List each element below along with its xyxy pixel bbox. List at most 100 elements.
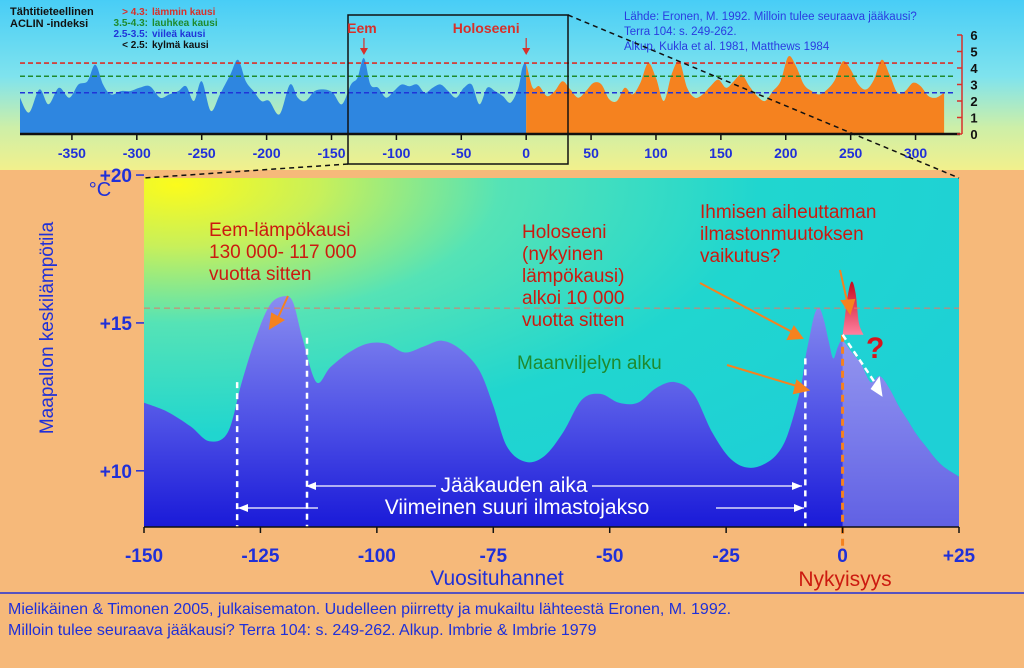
y-tick-label: 3 — [970, 78, 977, 93]
annotation-arrows — [268, 269, 856, 395]
legend-subtitle: ACLIN -indeksi — [10, 18, 88, 30]
legend-label: lämmin kausi — [152, 7, 216, 18]
question-mark: ? — [866, 332, 884, 365]
holocene-arrow — [699, 282, 795, 334]
source-line-2: Terra 104: s. 249-262. — [624, 26, 737, 38]
agriculture-label: Maanviljelyn alku — [517, 353, 662, 374]
holocene-line-5: vuotta sitten — [522, 310, 624, 331]
glacial-label: Jääkauden aika — [440, 474, 587, 497]
y-tick-label: 5 — [970, 45, 977, 60]
eem-line-3: vuotta sitten — [209, 264, 311, 285]
source-line-3: Alkup. Kukla et al. 1981, Matthews 1984 — [624, 41, 830, 53]
marker-arrowhead — [359, 48, 368, 55]
y-unit-label: °C — [89, 179, 111, 201]
period-brackets: Jääkauden aika Viimeinen suuri ilmastoja… — [238, 474, 804, 519]
future-projection-area — [842, 340, 959, 527]
temperature-axes: -150 -125 -100 -75 -50 -25 0 +25 +10 +15 +20 — [100, 166, 976, 567]
glacial-arrow-right — [792, 482, 802, 490]
eem-arrowhead — [268, 312, 285, 330]
human-line-1: Ihmisen aiheuttaman — [700, 202, 876, 223]
x-tick-label: -50 — [596, 546, 623, 567]
footer-line-2: Milloin tulee seuraava jääkausi? Terra 1… — [8, 622, 597, 639]
holocene-arrowhead — [786, 325, 804, 341]
x-tick-label: -75 — [480, 546, 508, 567]
cycle-arrow-left — [238, 504, 248, 512]
holocene-line-4: alkoi 10 000 — [522, 288, 624, 309]
x-tick-label: -200 — [253, 145, 281, 161]
x-tick-label: 250 — [839, 145, 863, 161]
holocene-line-1: Holoseeni — [522, 222, 607, 243]
eem-line-2: 130 000- 117 000 — [209, 242, 357, 263]
human-warming-spike — [842, 281, 864, 335]
temperature-area — [144, 296, 959, 527]
agriculture-arrow — [726, 364, 801, 388]
legend-range: < 2.5: — [122, 40, 148, 51]
footer-line-1: Mielikäinen & Timonen 2005, julkaisemato… — [8, 601, 731, 618]
x-tick-label: 50 — [583, 145, 599, 161]
glacial-arrow-left — [306, 482, 316, 490]
x-tick-label: -100 — [382, 145, 410, 161]
period-markers: Eem Holoseeni — [347, 20, 531, 55]
y-tick-label: +15 — [100, 314, 133, 335]
legend-title: Tähtitieteellinen — [10, 6, 94, 18]
aclin-plot — [20, 56, 956, 134]
y-tick-label: +10 — [100, 462, 132, 483]
legend-label: lauhkea kausi — [152, 18, 218, 29]
last-cycle-label: Viimeinen suuri ilmastojakso — [385, 496, 650, 519]
human-line-2: ilmastonmuutoksen — [700, 224, 864, 245]
legend-items: > 4.3: lämmin kausi 3.5-4.3: lauhkea kausi 2… — [114, 7, 218, 51]
human-annotation: Ihmisen aiheuttaman ilmastonmuutoksen va… — [700, 202, 876, 267]
y-tick-label: 0 — [970, 127, 977, 142]
y-tick-label: 1 — [970, 111, 977, 126]
y-tick-label: 2 — [970, 94, 977, 109]
x-tick-label: -350 — [58, 145, 86, 161]
y-axis-title: Maapallon keskilämpötila — [37, 221, 58, 434]
x-tick-label: -50 — [451, 145, 471, 161]
temperature-plot — [144, 281, 959, 547]
zoom-connector-right — [567, 14, 960, 179]
eem-line-1: Eem-lämpökausi — [209, 220, 351, 241]
agriculture-arrowhead — [792, 379, 811, 395]
source-text: Lähde: Eronen, M. 1992. Milloin tulee se… — [624, 11, 917, 53]
x-tick-label: -250 — [188, 145, 216, 161]
aclin-x-axis: -350 -300 -250 -200 -150 -100 -50 0 50 100 150 200 2… — [20, 132, 960, 161]
legend-range: 2.5-3.5: — [114, 29, 148, 40]
x-tick-label: -300 — [123, 145, 151, 161]
marker-label: Eem — [347, 20, 377, 36]
human-line-3: vaikutus? — [700, 246, 780, 267]
x-tick-label: -125 — [241, 546, 279, 567]
x-tick-label: 150 — [709, 145, 733, 161]
projection-arrow — [841, 334, 880, 389]
source-line-1: Lähde: Eronen, M. 1992. Milloin tulee se… — [624, 11, 917, 23]
marker-label: Holoseeni — [453, 20, 520, 36]
eem-annotation: Eem-lämpökausi 130 000- 117 000 vuotta s… — [209, 220, 357, 285]
zoom-connector-left — [143, 163, 349, 179]
aclin-legend: Tähtitieteellinen ACLIN -indeksi > 4.3: l… — [10, 6, 218, 51]
x-tick-label: 300 — [904, 145, 928, 161]
x-tick-label: 200 — [774, 145, 798, 161]
holocene-annotation: Holoseeni (nykyinen lämpökausi) alkoi 10… — [522, 222, 624, 331]
now-label: Nykyisyys — [798, 568, 891, 591]
x-tick-label: +25 — [943, 546, 976, 567]
x-tick-label: -25 — [712, 546, 740, 567]
x-tick-label: 100 — [644, 145, 668, 161]
legend-label: kylmä kausi — [152, 40, 209, 51]
x-tick-label: -100 — [358, 546, 396, 567]
aclin-past-area — [20, 58, 527, 134]
holocene-line-3: lämpökausi) — [522, 266, 624, 287]
aclin-y-axis: 01 23 45 6 — [957, 28, 978, 142]
y-tick-label: +20 — [100, 166, 132, 187]
human-arrowhead — [840, 298, 856, 316]
legend-range: 3.5-4.3: — [114, 18, 148, 29]
legend-label: viileä kausi — [152, 29, 206, 40]
zoom-box — [347, 14, 569, 165]
x-tick-label: -150 — [317, 145, 345, 161]
cycle-arrow-right — [794, 504, 804, 512]
x-tick-label: -150 — [125, 546, 163, 567]
x-tick-label: 0 — [837, 546, 848, 567]
marker-arrowhead — [522, 48, 531, 55]
human-arrow — [839, 269, 849, 306]
holocene-line-2: (nykyinen — [522, 244, 603, 265]
